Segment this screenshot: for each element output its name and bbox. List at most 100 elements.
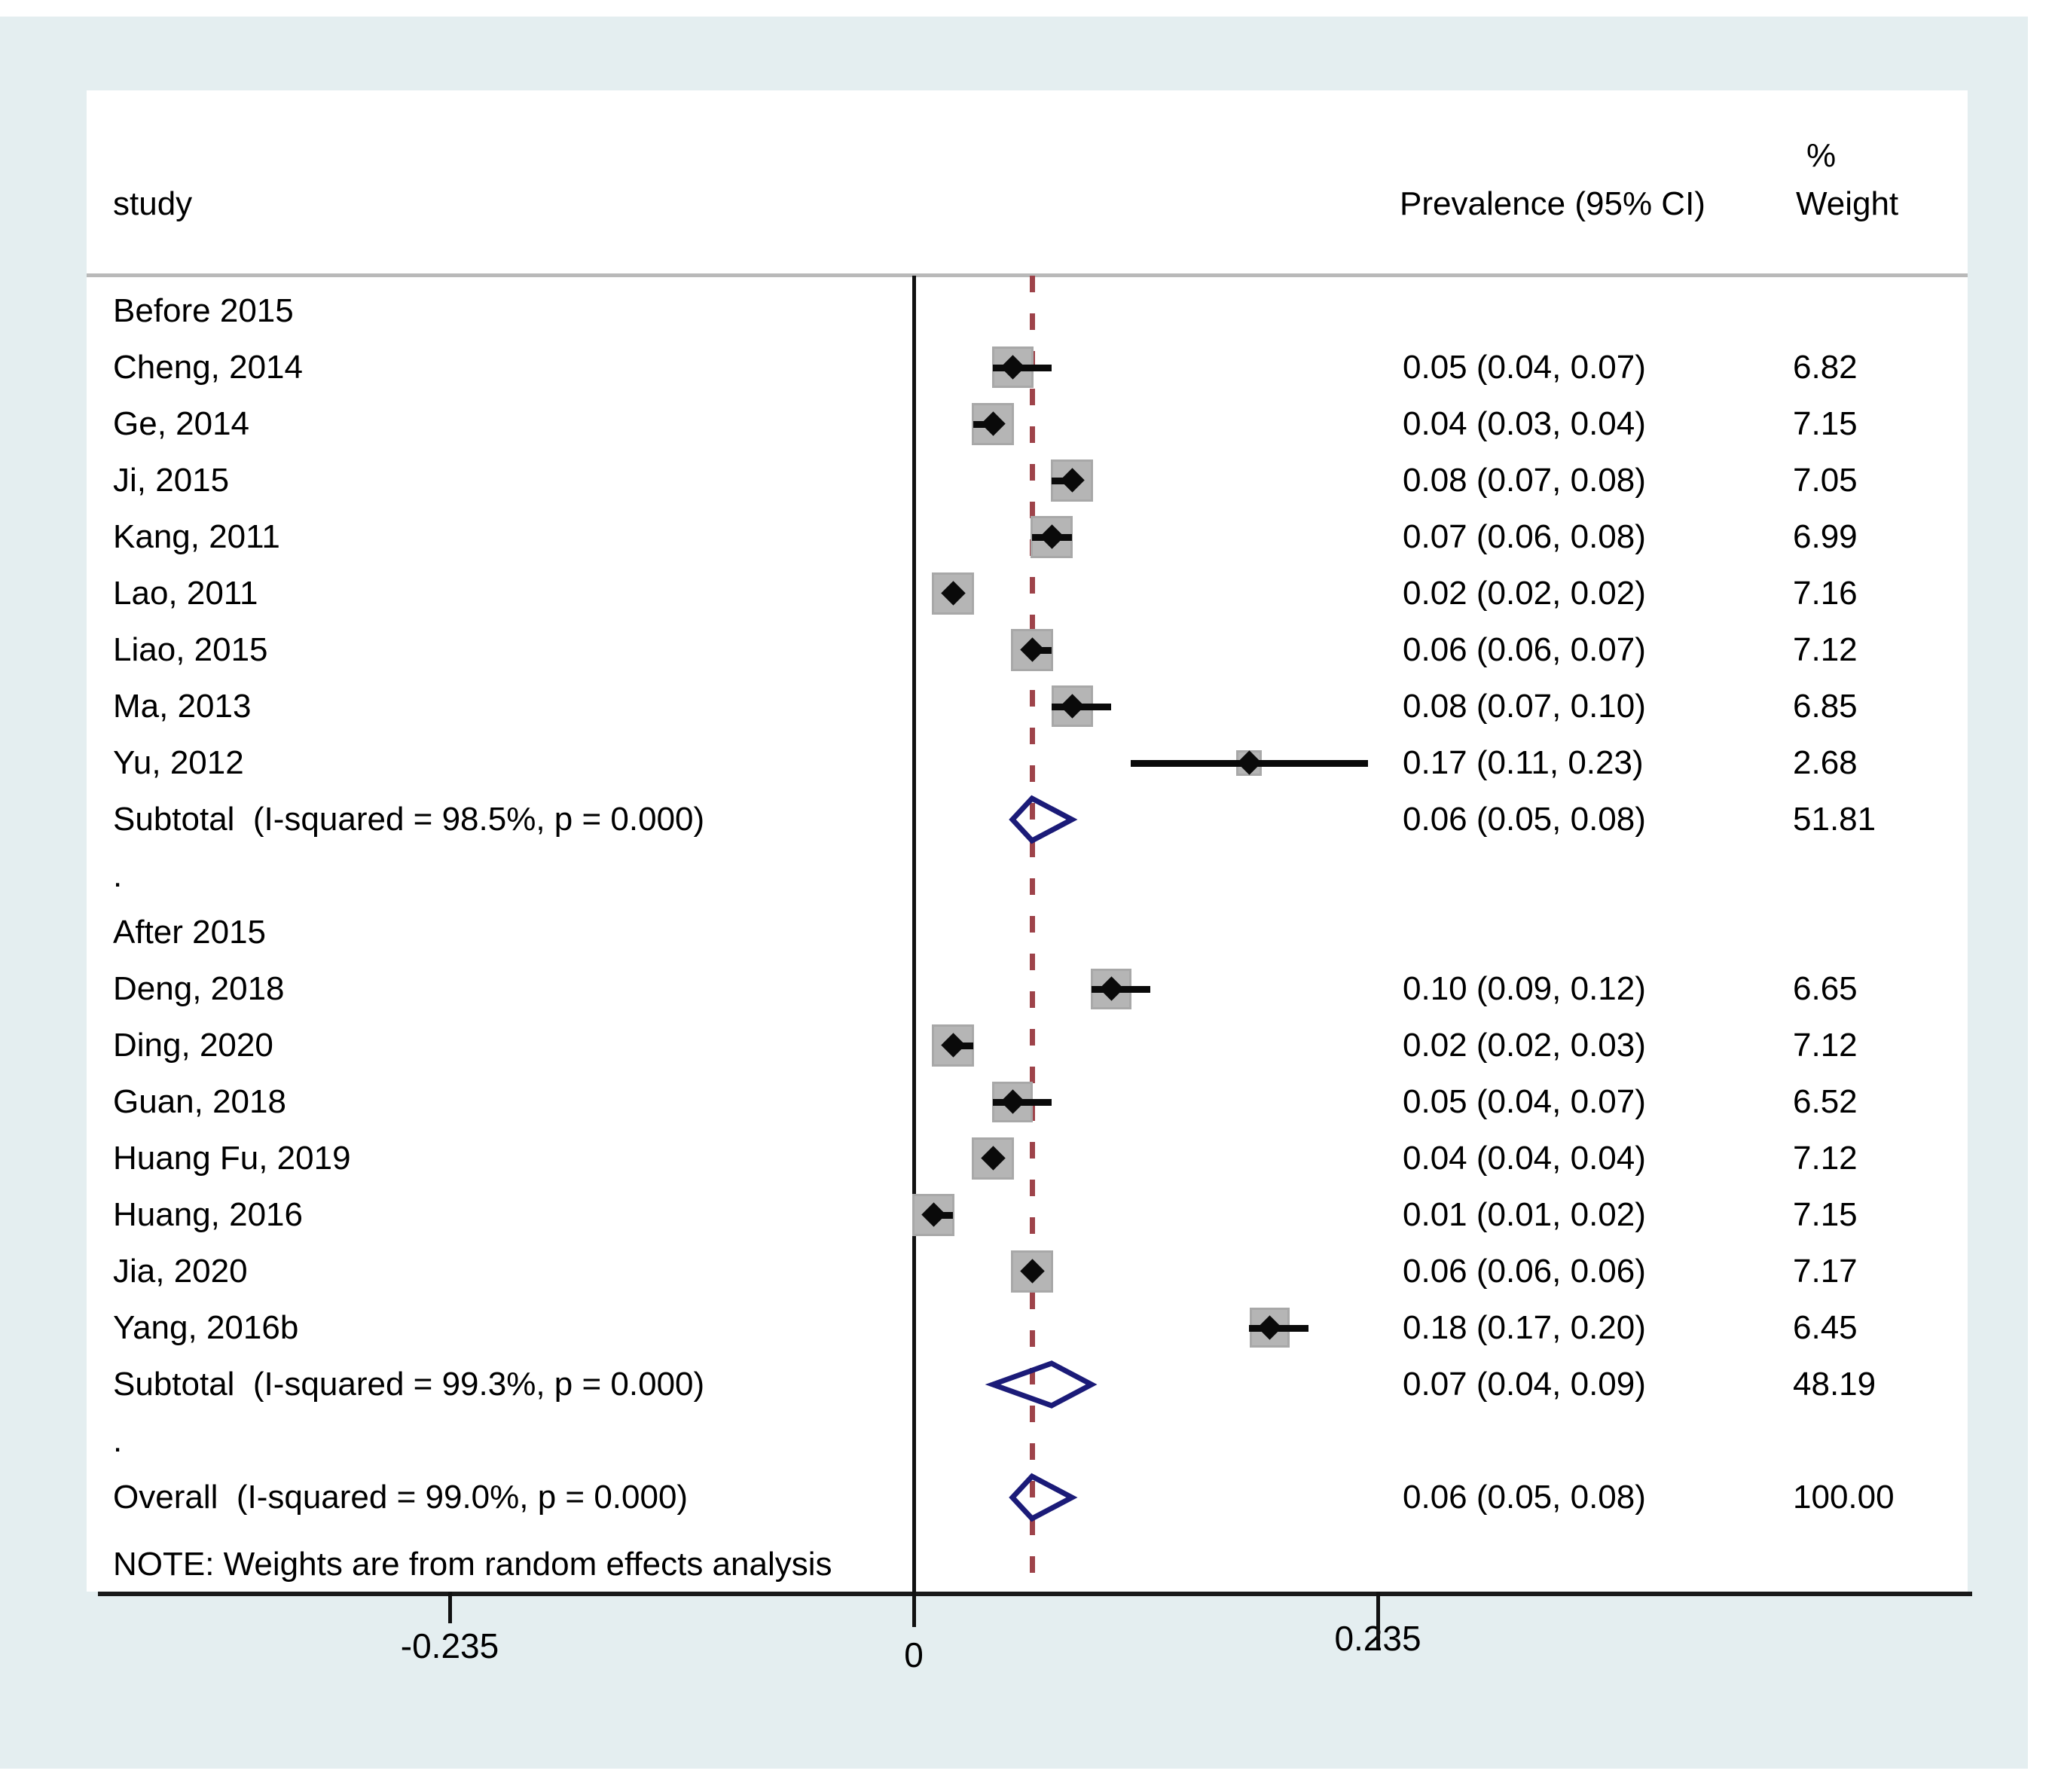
weight-value: 48.19 bbox=[1793, 1366, 1876, 1403]
effect-value: 0.06 (0.05, 0.08) bbox=[1403, 1479, 1646, 1516]
weight-value: 51.81 bbox=[1793, 801, 1876, 838]
separator-dot: . bbox=[113, 857, 123, 894]
effect-value: 0.06 (0.06, 0.06) bbox=[1403, 1253, 1646, 1290]
weight-value: 7.12 bbox=[1793, 631, 1858, 668]
weight-value: 7.12 bbox=[1793, 1027, 1858, 1064]
effect-value: 0.05 (0.04, 0.07) bbox=[1403, 349, 1646, 386]
study-label: Cheng, 2014 bbox=[113, 349, 303, 386]
study-label: Yang, 2016b bbox=[113, 1309, 299, 1346]
chart-panel bbox=[87, 90, 1968, 1592]
overall-diamond bbox=[1009, 1473, 1078, 1522]
weight-value: 7.12 bbox=[1793, 1140, 1858, 1177]
note-text: NOTE: Weights are from random effects an… bbox=[113, 1546, 832, 1583]
study-label: Huang, 2016 bbox=[113, 1196, 303, 1233]
effect-value: 0.06 (0.06, 0.07) bbox=[1403, 631, 1646, 668]
study-label: Huang Fu, 2019 bbox=[113, 1140, 351, 1177]
subtotal-row: Subtotal (I-squared = 99.3%, p = 0.000) 0… bbox=[0, 1356, 2052, 1412]
study-row: Yu, 2012 0.17 (0.11, 0.23) 2.68 bbox=[0, 734, 2052, 791]
effect-value: 0.02 (0.02, 0.03) bbox=[1403, 1027, 1646, 1064]
x-tick-label: 0 bbox=[904, 1635, 924, 1674]
study-row: Deng, 2018 0.10 (0.09, 0.12) 6.65 bbox=[0, 960, 2052, 1017]
weight-value: 2.68 bbox=[1793, 744, 1858, 781]
group-header-row: After 2015 bbox=[0, 904, 2052, 960]
column-header-percent: % bbox=[1806, 137, 1837, 174]
header-rule bbox=[87, 273, 1968, 277]
study-row: Jia, 2020 0.06 (0.06, 0.06) 7.17 bbox=[0, 1243, 2052, 1299]
study-label: Yu, 2012 bbox=[113, 744, 244, 781]
effect-value: 0.04 (0.04, 0.04) bbox=[1403, 1140, 1646, 1177]
effect-value: 0.01 (0.01, 0.02) bbox=[1403, 1196, 1646, 1233]
weight-value: 100.00 bbox=[1793, 1479, 1895, 1516]
weight-value: 7.15 bbox=[1793, 1196, 1858, 1233]
study-label: Overall (I-squared = 99.0%, p = 0.000) bbox=[113, 1479, 689, 1516]
subtotal-row: Subtotal (I-squared = 98.5%, p = 0.000) 0… bbox=[0, 791, 2052, 847]
study-row: Ma, 2013 0.08 (0.07, 0.10) 6.85 bbox=[0, 678, 2052, 734]
study-row: Huang Fu, 2019 0.04 (0.04, 0.04) 7.12 bbox=[0, 1130, 2052, 1186]
weight-value: 6.52 bbox=[1793, 1083, 1858, 1120]
effect-value: 0.05 (0.04, 0.07) bbox=[1403, 1083, 1646, 1120]
subtotal-diamond bbox=[1009, 795, 1078, 844]
study-row: Ge, 2014 0.04 (0.03, 0.04) 7.15 bbox=[0, 395, 2052, 452]
zero-line bbox=[912, 276, 916, 1592]
effect-value: 0.04 (0.03, 0.04) bbox=[1403, 405, 1646, 442]
weight-value: 7.15 bbox=[1793, 405, 1858, 442]
study-row: Lao, 2011 0.02 (0.02, 0.02) 7.16 bbox=[0, 565, 2052, 621]
study-label: Lao, 2011 bbox=[113, 575, 258, 612]
study-row: Cheng, 2014 0.05 (0.04, 0.07) 6.82 bbox=[0, 339, 2052, 395]
study-row: Ji, 2015 0.08 (0.07, 0.08) 7.05 bbox=[0, 452, 2052, 508]
weight-value: 6.85 bbox=[1793, 688, 1858, 725]
x-tick-mark bbox=[448, 1592, 452, 1623]
overall-row: Overall (I-squared = 99.0%, p = 0.000) 0.… bbox=[0, 1469, 2052, 1525]
study-label: Jia, 2020 bbox=[113, 1253, 248, 1290]
study-label: Kang, 2011 bbox=[113, 518, 280, 555]
weight-value: 7.05 bbox=[1793, 462, 1858, 499]
separator-row: . bbox=[0, 847, 2052, 904]
group-label: Before 2015 bbox=[113, 292, 294, 329]
weight-value: 7.17 bbox=[1793, 1253, 1858, 1290]
effect-value: 0.18 (0.17, 0.20) bbox=[1403, 1309, 1646, 1346]
separator-dot: . bbox=[113, 1422, 123, 1459]
column-header-effect: Prevalence (95% CI) bbox=[1400, 185, 1705, 222]
study-label: Ding, 2020 bbox=[113, 1027, 273, 1064]
study-row: Guan, 2018 0.05 (0.04, 0.07) 6.52 bbox=[0, 1073, 2052, 1130]
effect-value: 0.06 (0.05, 0.08) bbox=[1403, 801, 1646, 838]
effect-value: 0.07 (0.04, 0.09) bbox=[1403, 1366, 1646, 1403]
study-row: Liao, 2015 0.06 (0.06, 0.07) 7.12 bbox=[0, 621, 2052, 678]
group-label: After 2015 bbox=[113, 914, 267, 951]
study-row: Huang, 2016 0.01 (0.01, 0.02) 7.15 bbox=[0, 1186, 2052, 1243]
x-axis-line bbox=[98, 1592, 1972, 1596]
weight-value: 6.45 bbox=[1793, 1309, 1858, 1346]
weight-value: 6.99 bbox=[1793, 518, 1858, 555]
x-tick-label: -0.235 bbox=[400, 1626, 499, 1665]
study-row: Yang, 2016b 0.18 (0.17, 0.20) 6.45 bbox=[0, 1299, 2052, 1356]
study-label: Subtotal (I-squared = 98.5%, p = 0.000) bbox=[113, 801, 705, 838]
subtotal-diamond bbox=[985, 1360, 1098, 1409]
study-row: Ding, 2020 0.02 (0.02, 0.03) 7.12 bbox=[0, 1017, 2052, 1073]
study-label: Ma, 2013 bbox=[113, 688, 252, 725]
x-tick-mark bbox=[912, 1592, 916, 1627]
column-header-study: study bbox=[113, 185, 193, 222]
effect-value: 0.02 (0.02, 0.02) bbox=[1403, 575, 1646, 612]
effect-value: 0.08 (0.07, 0.10) bbox=[1403, 688, 1646, 725]
separator-row: . bbox=[0, 1412, 2052, 1469]
effect-value: 0.08 (0.07, 0.08) bbox=[1403, 462, 1646, 499]
group-header-row: Before 2015 bbox=[0, 282, 2052, 339]
overall-dashed-line bbox=[1030, 276, 1035, 1592]
column-header-weight: Weight bbox=[1796, 185, 1899, 222]
effect-value: 0.07 (0.06, 0.08) bbox=[1403, 518, 1646, 555]
effect-value: 0.10 (0.09, 0.12) bbox=[1403, 970, 1646, 1007]
study-row: Kang, 2011 0.07 (0.06, 0.08) 6.99 bbox=[0, 508, 2052, 565]
weight-value: 6.65 bbox=[1793, 970, 1858, 1007]
study-label: Deng, 2018 bbox=[113, 970, 285, 1007]
study-label: Guan, 2018 bbox=[113, 1083, 286, 1120]
study-label: Liao, 2015 bbox=[113, 631, 268, 668]
x-tick-mark bbox=[1376, 1592, 1380, 1648]
weight-value: 7.16 bbox=[1793, 575, 1858, 612]
effect-value: 0.17 (0.11, 0.23) bbox=[1403, 744, 1644, 781]
weight-value: 6.82 bbox=[1793, 349, 1858, 386]
study-label: Subtotal (I-squared = 99.3%, p = 0.000) bbox=[113, 1366, 705, 1403]
study-label: Ji, 2015 bbox=[113, 462, 230, 499]
study-label: Ge, 2014 bbox=[113, 405, 250, 442]
